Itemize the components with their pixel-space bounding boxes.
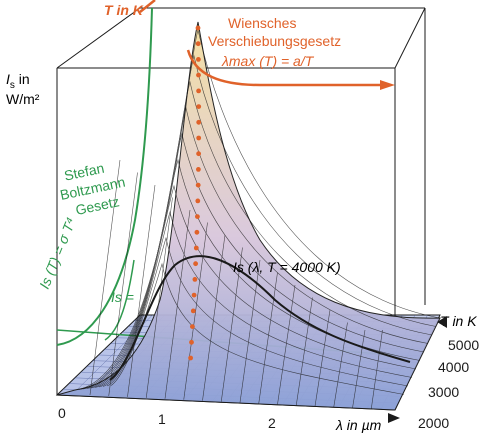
surface-wavelength-line [127,184,156,397]
wien-maximum-dot [192,277,198,282]
wien-formula: λmax (T) = a/T [221,53,315,69]
wien-maximum-dot [195,198,201,204]
surface-isotherm-line [94,158,421,388]
surface-wavelength-line [202,234,226,401]
surface-wavelength-line [277,284,296,405]
wien-maximum-dot [196,88,202,94]
surface-wavelength-line [295,297,313,406]
surface-wavelength-line [89,159,121,396]
intensity-unit: W/m² [6,91,40,107]
temperature-arrow [437,316,447,328]
surface-wavelength-line [352,329,366,409]
wien-maximum-dot [196,72,201,78]
wien-maximum-dot [194,229,200,235]
surface-wavelength-line [258,272,278,404]
wien-maximum-dot [190,324,195,329]
stefan-formula: Is (T) = σ T⁴ [36,215,79,291]
wien-maximum-dot [190,308,196,314]
right-temperature-label: T in K [440,313,477,329]
wien-maximum-dot [196,119,202,125]
wavelength-tick-2: 2 [268,415,276,431]
temperature-tick-2000: 2000 [418,415,449,431]
wien-maximum-dot [191,292,197,298]
surface-wavelength-line [108,172,138,396]
curve-4000k [109,255,411,381]
wien-maximum-dot [196,104,202,109]
intensity-label-symbol: Is in [6,71,30,91]
surface-wavelength-line [220,247,243,402]
wien-maximum-dot [196,135,202,141]
wien-maximum-dot [188,355,194,361]
temperature-tick-3000: 3000 [428,384,459,400]
wien-maximum-dot [193,261,199,267]
temperature-tick-5000: 5000 [448,337,479,353]
wavelength-axis-label: λ in µm [335,417,382,433]
wien-maxima-dots [188,25,202,361]
surface-wavelength-line [314,309,331,407]
is-partial-label: Is = [111,289,134,305]
surface-wavelength-line [370,329,383,410]
wien-maximum-dot [193,245,199,251]
top-temperature-label: T in K [104,2,144,18]
curve-4000k-label: Is (λ, T = 4000 K) [233,259,341,275]
box-frame [56,7,426,410]
surface-isotherm-line [98,184,417,388]
wien-maximum-dot [195,214,200,220]
wien-maximum-dot [189,339,194,345]
wien-maximum-dot [196,167,201,172]
stefan-boltzmann-curve-inner [104,259,135,341]
surface-wavelength-line [333,322,348,408]
surface-wavelength-line [164,209,191,399]
wavelength-tick-1: 1 [158,411,166,427]
surface-isotherm-line [102,210,413,387]
stefan-boltzmann-curve [56,7,153,346]
wien-maximum-dot [195,41,201,47]
wien-line1: Wiensches [228,15,296,31]
wien-maximum-dot [195,25,201,31]
surface-isotherm-line [82,80,433,390]
wien-line2: Verschiebungsgesetz [208,33,341,49]
surface-isotherm-line [78,54,437,390]
surface-isotherm-line [110,262,405,395]
wavelength-arrow [388,413,400,423]
surface-wavelength-line [145,197,173,398]
wien-maximum-dot [196,57,201,62]
wavelength-tick-0: 0 [58,405,66,421]
wien-axis [139,0,395,90]
wien-maximum-dot [196,151,202,157]
temperature-tick-4000: 4000 [438,359,469,375]
planck-surface [56,21,441,411]
wien-maximum-dot [195,182,201,188]
